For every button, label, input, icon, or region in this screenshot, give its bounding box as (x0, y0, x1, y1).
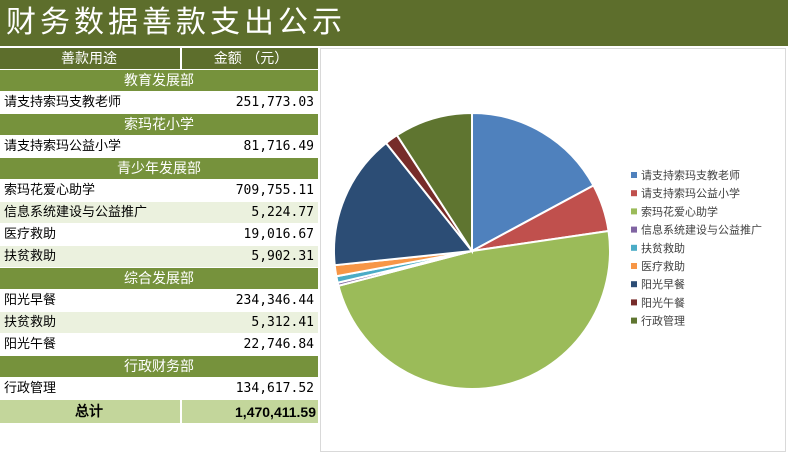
item-label: 阳光午餐 (4, 337, 57, 352)
table-row: 阳光早餐 234,346.44 (0, 290, 318, 312)
legend-label: 行政管理 (641, 314, 685, 328)
legend-swatch (631, 281, 637, 288)
item-amount: 5,312.41 (251, 315, 314, 330)
item-amount: 251,773.03 (235, 95, 314, 110)
item-amount: 19,016.67 (243, 227, 314, 242)
section-header: 青少年发展部 (0, 158, 318, 180)
table-body: 教育发展部请支持索玛支教老师 251,773.03 索玛花小学请支持索玛公益小学 81… (0, 70, 318, 400)
page-title: 财务数据善款支出公示 (6, 5, 346, 40)
header-amount: 金额 （元） (180, 48, 320, 70)
table-row: 扶贫救助 5,312.41 (0, 312, 318, 334)
table-row: 请支持索玛公益小学 81,716.49 (0, 136, 318, 158)
item-label: 扶贫救助 (4, 315, 57, 330)
item-amount: 709,755.11 (235, 183, 314, 198)
item-amount: 5,902.31 (251, 249, 314, 264)
item-label: 阳光早餐 (4, 293, 57, 308)
legend-swatch (631, 172, 637, 178)
total-label: 总计 (75, 404, 103, 420)
legend-label: 信息系统建设与公益推广 (641, 223, 762, 237)
pie-slice (337, 229, 612, 390)
legend-label: 阳光午餐 (641, 295, 685, 309)
item-label: 扶贫救助 (4, 249, 57, 264)
pie-slice (471, 111, 595, 253)
item-amount: 234,346.44 (235, 293, 314, 308)
item-amount: 5,224.77 (251, 205, 314, 220)
total-row: 总计 1,470,411.59 (0, 400, 318, 424)
legend-label: 请支持索玛支教老师 (641, 168, 740, 182)
table-row: 请支持索玛支教老师 251,773.03 (0, 92, 318, 114)
item-label: 信息系统建设与公益推广 (4, 205, 148, 220)
legend-label: 医疗救助 (641, 259, 685, 273)
legend-label: 扶贫救助 (641, 241, 685, 255)
table-row: 索玛花爱心助学 709,755.11 (0, 180, 318, 202)
title-bar: 财务数据善款支出公示 (0, 0, 788, 46)
legend-swatch (631, 317, 637, 324)
item-label: 医疗救助 (4, 227, 57, 242)
pie-slice (333, 141, 474, 267)
legend-swatch (631, 299, 637, 306)
table-row: 信息系统建设与公益推广 5,224.77 (0, 202, 318, 224)
item-label: 行政管理 (4, 381, 57, 396)
section-header: 综合发展部 (0, 268, 318, 290)
legend-label: 阳光早餐 (641, 277, 685, 291)
section-header: 行政财务部 (0, 356, 318, 378)
expense-table: 善款用途 金额 （元） 教育发展部请支持索玛支教老师 251,773.03 索玛花小… (0, 48, 318, 424)
pie-chart-area: 请支持索玛支教老师 请支持索玛公益小学 索玛花爱心助学信息系统建设与公益推广 扶贫救助… (320, 48, 786, 452)
legend-swatch (631, 208, 637, 215)
item-label: 请支持索玛公益小学 (4, 139, 122, 154)
table-row: 扶贫救助 5,902.31 (0, 246, 318, 268)
section-header: 索玛花小学 (0, 114, 318, 136)
section-header: 教育发展部 (0, 70, 318, 92)
legend-label: 请支持索玛公益小学 (641, 186, 740, 200)
pie-slice (395, 111, 473, 255)
legend-swatch (631, 226, 637, 233)
item-amount: 134,617.52 (235, 381, 314, 396)
table-row: 阳光午餐 22,746.84 (0, 334, 318, 356)
pie-chart: 请支持索玛支教老师请支持索玛公益小学索玛花爱心助学信息系统建设与公益推广扶贫救助… (333, 111, 762, 390)
table-row: 医疗救助 19,016.67 (0, 224, 318, 246)
item-amount: 81,716.49 (243, 139, 314, 154)
legend-swatch (631, 263, 637, 269)
total-value: 1,470,411.59 (180, 400, 320, 424)
legend-swatch (631, 244, 637, 251)
table-header: 善款用途 金额 （元） (0, 48, 318, 70)
legend-label: 索玛花爱心助学 (641, 204, 718, 218)
header-usage: 善款用途 (61, 51, 117, 67)
table-row: 行政管理 134,617.52 (0, 378, 318, 400)
item-label: 索玛花爱心助学 (4, 183, 96, 198)
item-amount: 22,746.84 (243, 337, 314, 352)
legend-swatch (631, 190, 637, 197)
item-label: 请支持索玛支教老师 (4, 95, 122, 110)
